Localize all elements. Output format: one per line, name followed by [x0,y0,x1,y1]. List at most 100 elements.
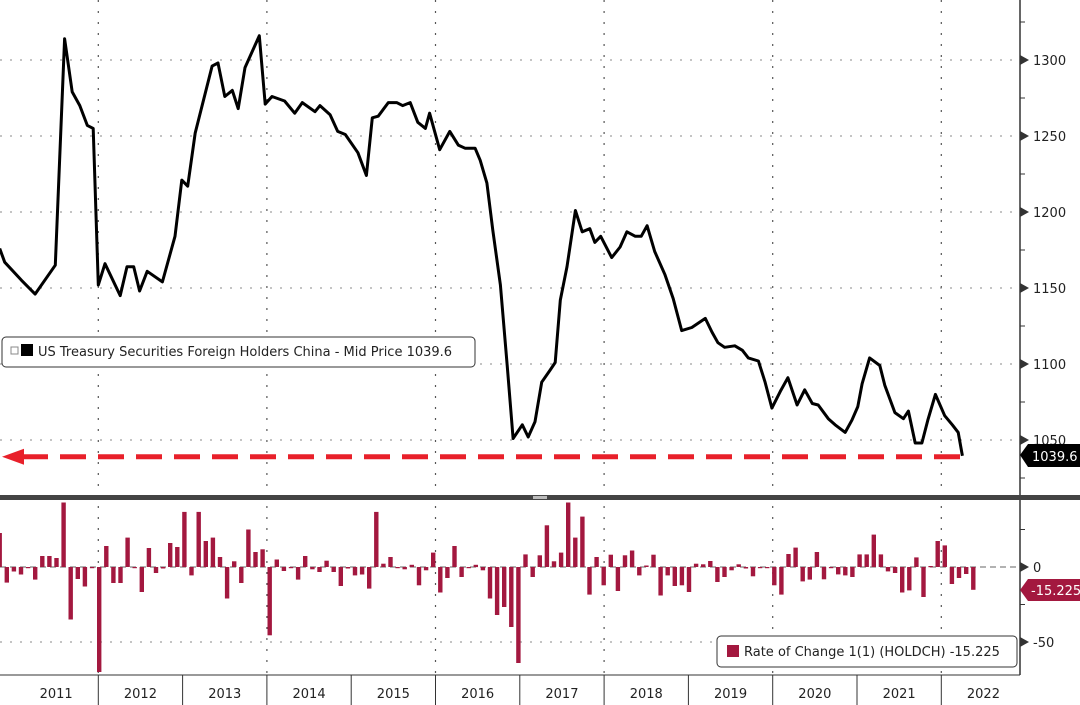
roc-bar [566,502,571,567]
roc-bar [331,567,336,572]
roc-bar [359,567,365,575]
roc-bar [921,567,926,597]
last-value-arrow [2,448,963,465]
roc-bar [793,547,798,567]
roc-bar [786,554,791,567]
roc-bar [736,564,741,567]
legend-expand-icon[interactable] [10,346,19,355]
y-tick-label: 1200 [1033,206,1066,221]
roc-bar [367,567,372,589]
roc-bar [772,567,777,586]
y-tick-label: 1300 [1033,54,1066,69]
x-axis: 2011 2012 2013 2014 2015 2016 2017 2018 2019 2020… [0,674,1020,705]
roc-bar [757,567,763,569]
roc-bar [551,561,557,567]
roc-bar [509,567,514,627]
roc-bar [274,559,279,567]
roc-bar [0,533,2,567]
roc-y-axis: 0 -50 [1019,500,1054,675]
roc-bar [558,552,564,567]
roc-bar [828,567,834,569]
roc-bar [892,567,898,573]
y-tick-mark [1020,637,1029,647]
roc-bar [168,543,173,567]
roc-bar [40,556,45,567]
price-legend-label: US Treasury Securities Foreign Holders C… [38,345,452,360]
roc-bar [239,567,244,583]
y-tick-mark [1020,359,1029,369]
roc-bar [345,567,351,569]
roc-bar [295,567,301,580]
roc-bar [935,541,940,567]
roc-bar [871,534,876,567]
x-tick-label: 2018 [630,687,663,702]
roc-bar [580,516,585,567]
roc-bar [409,564,414,568]
y-tick-label: 1250 [1033,130,1066,145]
roc-bar [928,566,933,568]
roc-bar [814,552,820,567]
roc-bar [615,567,621,591]
roc-bar [18,567,24,575]
roc-bar [4,567,9,583]
roc-bar [708,561,713,567]
roc-bar [629,550,635,567]
roc-bar [445,567,450,578]
roc-bar [722,567,727,577]
roc-bar [217,557,223,567]
roc-bar [693,563,699,567]
x-tick-label: 2020 [798,687,831,702]
legend-swatch [727,645,739,657]
roc-bar [679,567,685,586]
roc-bar [900,567,905,593]
y-tick-label: 1150 [1033,282,1066,297]
roc-bar [686,567,692,592]
roc-last-value: -15.225 [1031,584,1080,599]
roc-bar [75,567,80,579]
roc-bar [779,567,784,595]
roc-bar [310,567,315,570]
y-tick-label: -50 [1033,636,1054,651]
roc-bar [303,556,308,567]
roc-bar [288,567,294,569]
roc-bar [914,557,919,567]
x-tick-label: 2014 [293,687,326,702]
x-tick-label: 2016 [461,687,494,702]
roc-last-value-tag: -15.225 [1020,579,1080,601]
price-legend[interactable]: US Treasury Securities Foreign Holders C… [1,336,476,368]
roc-bar [246,529,251,567]
roc-bar [232,561,237,567]
roc-legend[interactable]: Rate of Change 1(1) (HOLDCH) -15.225 [716,635,1018,668]
roc-bar [132,567,137,569]
roc-bar [885,567,891,572]
roc-bar [949,567,955,584]
roc-bar [111,567,116,583]
divider-grip[interactable] [533,496,547,499]
roc-bar [175,547,180,567]
roc-bar [644,565,649,567]
roc-bar [11,567,17,572]
roc-bar [160,567,166,569]
roc-bar [381,563,386,567]
roc-bar [189,567,194,576]
y-tick-mark [1020,131,1029,141]
roc-bar [843,567,848,576]
roc-legend-label: Rate of Change 1(1) (HOLDCH) -15.225 [744,645,1000,660]
roc-bar [544,525,550,567]
roc-bar [388,557,393,567]
roc-bar [146,548,152,567]
roc-bar [153,567,159,573]
roc-bar [61,502,66,567]
roc-bar [459,567,464,577]
roc-bar [97,567,102,672]
legend-swatch [21,344,33,356]
y-tick-label: 0 [1033,561,1041,576]
roc-bar [494,567,500,615]
x-tick-label: 2013 [208,687,241,702]
roc-bar [317,567,322,572]
roc-bar [821,567,827,580]
x-tick-label: 2019 [714,687,747,702]
roc-bar [857,554,862,567]
